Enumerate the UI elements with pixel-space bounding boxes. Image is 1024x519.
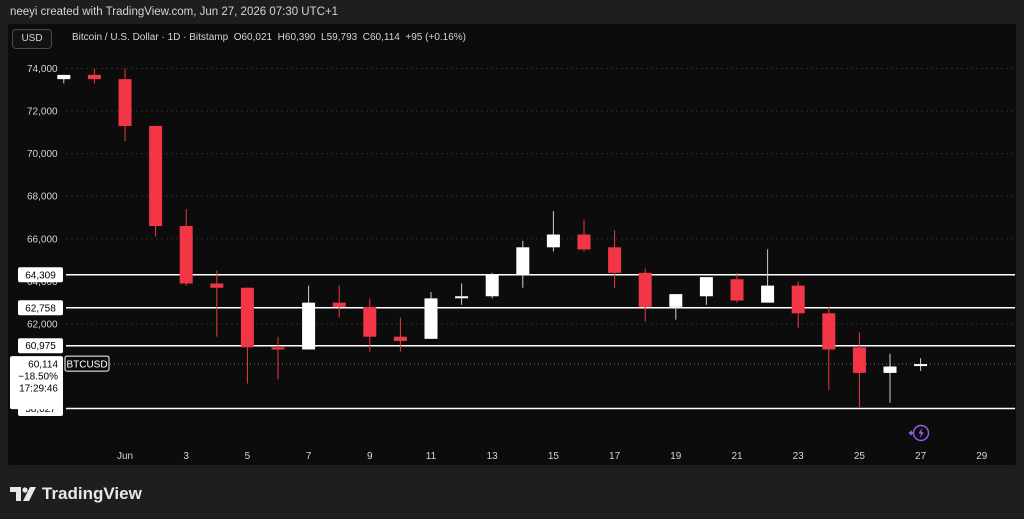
- x-tick-label: 19: [670, 451, 682, 462]
- x-tick-label: Jun: [117, 451, 133, 462]
- candle-body: [699, 277, 713, 297]
- candle-body: [210, 283, 224, 288]
- brand-name: TradingView: [42, 484, 142, 503]
- y-tick-label: 70,000: [27, 149, 58, 160]
- y-tick-label: 68,000: [27, 192, 58, 203]
- candle-body: [608, 247, 622, 273]
- candle-body: [791, 285, 805, 314]
- current-price-label: 60,114: [28, 360, 58, 371]
- open-label: O: [233, 32, 242, 43]
- symbol-tag-box: [64, 355, 110, 372]
- candle-body: [638, 272, 652, 307]
- candle-body: [240, 287, 254, 348]
- lightning-icon[interactable]: [908, 424, 930, 442]
- close-label: C: [362, 32, 370, 43]
- low-label: L: [321, 32, 327, 43]
- x-tick-label: 3: [183, 451, 189, 462]
- tradingview-logo-icon: [10, 487, 36, 501]
- symbol-tag: BTCUSD: [66, 360, 107, 371]
- x-tick-label: 13: [487, 451, 499, 462]
- x-tick-label: 29: [976, 451, 988, 462]
- candle-body: [852, 347, 866, 373]
- open-value: 60,021: [241, 32, 273, 43]
- x-tick-label: 17: [609, 451, 621, 462]
- current-price-box: [10, 356, 63, 410]
- candle-body: [149, 125, 163, 227]
- candle-body: [118, 79, 132, 126]
- x-tick-label: 23: [793, 451, 805, 462]
- symbol-description: Bitcoin / U.S. Dollar · 1D · Bitstamp: [72, 32, 229, 43]
- x-tick-label: 5: [245, 451, 251, 462]
- level-label-box: [18, 267, 63, 283]
- y-tick-label: 64,000: [27, 277, 58, 288]
- x-tick-label: 25: [854, 451, 866, 462]
- candle-body: [57, 74, 71, 80]
- candle-body: [914, 364, 928, 367]
- candle-body: [179, 226, 193, 284]
- candle-body: [730, 279, 744, 301]
- candle-body: [393, 336, 407, 341]
- candle-body: [761, 285, 775, 303]
- candle-body: [669, 294, 683, 307]
- symbol-legend: Bitcoin / U.S. Dollar · 1D · Bitstamp O6…: [72, 32, 466, 43]
- x-tick-label: 27: [915, 451, 927, 462]
- x-tick-label: 7: [306, 451, 312, 462]
- candle-body: [455, 296, 469, 299]
- candle-body: [546, 234, 560, 248]
- attribution-bar: neeyi created with TradingView.com, Jun …: [0, 0, 1024, 24]
- close-value: 60,114: [370, 32, 400, 43]
- y-tick-label: 72,000: [27, 107, 58, 118]
- x-tick-label: 11: [426, 451, 437, 462]
- candle-body: [485, 274, 499, 297]
- y-tick-label: 62,000: [27, 319, 58, 330]
- x-tick-label: 21: [731, 451, 743, 462]
- candle-body: [332, 302, 346, 307]
- candle-body: [271, 347, 285, 350]
- candle-body: [87, 74, 101, 80]
- bar-countdown: 17:29:46: [19, 384, 58, 395]
- candle-body: [577, 234, 591, 250]
- high-value: 60,390: [284, 32, 316, 43]
- high-label: H: [277, 32, 285, 43]
- low-value: 59,793: [326, 32, 358, 43]
- level-label-box: [18, 338, 63, 354]
- x-tick-label: 15: [548, 451, 560, 462]
- candle-body: [363, 306, 377, 337]
- y-tick-label: 74,000: [27, 64, 58, 75]
- candle-body: [516, 247, 530, 275]
- chart-panel[interactable]: [8, 24, 1016, 465]
- level-label: 64,309: [25, 270, 56, 281]
- level-label: 58,027: [25, 404, 56, 415]
- change-value: +95 (+0.16%): [405, 32, 467, 43]
- attribution-text: neeyi created with TradingView.com, Jun …: [10, 6, 339, 18]
- candle-body: [883, 366, 897, 373]
- x-tick-label: 9: [367, 451, 373, 462]
- candle-body: [424, 298, 438, 339]
- current-price-change: −18.50%: [18, 372, 58, 383]
- level-label: 60,975: [25, 341, 56, 352]
- candle-body: [822, 313, 836, 350]
- candle-body: [302, 302, 316, 350]
- currency-button[interactable]: USD: [12, 29, 52, 49]
- level-label: 62,758: [25, 303, 56, 314]
- y-tick-label: 66,000: [27, 234, 58, 245]
- level-label-box: [18, 300, 63, 316]
